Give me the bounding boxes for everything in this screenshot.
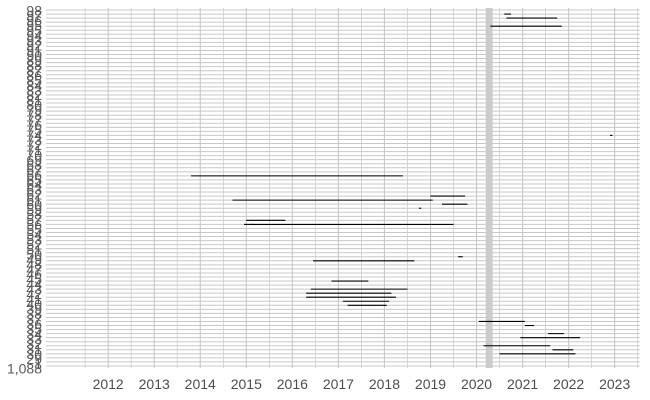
y-tick-label: 50 (26, 246, 42, 262)
y-tick-label: 44 (26, 276, 42, 292)
y-tick-label: 85 (26, 72, 42, 88)
y-tick-label: 79 (26, 102, 42, 118)
y-tick-label: 34 (26, 326, 42, 342)
highlight-band-layer (485, 8, 493, 368)
y-tick-label: 80 (26, 97, 42, 113)
y-tick-label: 71 (26, 142, 42, 158)
x-tick-label: 2013 (139, 376, 170, 392)
y-tick-label: 58 (26, 207, 42, 223)
y-tick-label: 95 (26, 23, 42, 39)
y-tick-label: 59 (26, 202, 42, 218)
y-tick-label: 86 (26, 67, 42, 83)
y-tick-label: 69 (26, 152, 42, 168)
y-tick-label: 83 (26, 82, 42, 98)
y-tick-label: 89 (26, 52, 42, 68)
y-tick-label: 98 (26, 3, 42, 19)
x-tick-label: 2022 (553, 376, 584, 392)
y-tick-label: 51 (26, 241, 42, 257)
x-tick-label: 2021 (507, 376, 538, 392)
y-tick-label: 31 (26, 341, 42, 357)
y-tick-label: 73 (26, 132, 42, 148)
highlight-band (485, 8, 493, 368)
y-tick-label: 96 (26, 13, 42, 29)
y-tick-label: 32 (26, 336, 42, 352)
x-tick-label: 2012 (93, 376, 124, 392)
y-tick-label: 29 (26, 351, 42, 367)
y-tick-label: 95 (26, 18, 42, 34)
y-tick-labels: 9897969595949392919089888786858483828180… (7, 3, 42, 377)
y-tick-label: 64 (26, 177, 42, 193)
y-tick-label: 1 (34, 356, 42, 372)
y-tick-label: 39 (26, 301, 42, 317)
y-tick-label: 67 (26, 162, 42, 178)
y-tick-label: 92 (26, 38, 42, 54)
y-tick-label: 52 (26, 236, 42, 252)
y-tick-label: 70 (26, 147, 42, 163)
y-tick-label: 1,088 (7, 361, 42, 377)
y-tick-label: 74 (26, 127, 42, 143)
y-tick-label: 72 (26, 137, 42, 153)
y-tick-label: 42 (26, 286, 42, 302)
y-tick-label: 78 (26, 107, 42, 123)
y-tick-label: 41 (26, 291, 42, 307)
y-tick-label: 66 (26, 167, 42, 183)
y-tick-label: 36 (26, 316, 42, 332)
y-tick-label: 93 (26, 33, 42, 49)
y-tick-label: 35 (26, 321, 42, 337)
y-tick-label: 90 (26, 47, 42, 63)
y-tick-label: 62 (26, 187, 42, 203)
y-tick-label: 56 (26, 217, 42, 233)
y-tick-label: 47 (26, 261, 42, 277)
y-tick-label: 91 (26, 42, 42, 58)
y-tick-label: 94 (26, 28, 42, 44)
y-tick-label: 57 (26, 212, 42, 228)
y-tick-label: 68 (26, 157, 42, 173)
x-tick-label: 2017 (323, 376, 354, 392)
y-tick-label: 48 (26, 256, 42, 272)
y-tick-label: 43 (26, 281, 42, 297)
y-tick-label: 87 (26, 62, 42, 78)
y-tick-label: 33 (26, 331, 42, 347)
y-tick-label: 97 (26, 8, 42, 24)
y-tick-label: 60 (26, 197, 42, 213)
x-tick-label: 2018 (369, 376, 400, 392)
x-tick-labels: 2012 2013 2014 2015 2016 2017 2018 2019 2020 2021… (93, 376, 631, 392)
y-tick-label: 49 (26, 251, 42, 267)
y-tick-label: 81 (26, 92, 42, 108)
y-tick-label: 63 (26, 182, 42, 198)
x-tick-label: 2019 (415, 376, 446, 392)
y-tick-label: 30 (26, 346, 42, 362)
x-tick-label: 2014 (185, 376, 216, 392)
x-tick-label: 2016 (277, 376, 308, 392)
y-tick-label: 37 (26, 311, 42, 327)
timeline-segments (191, 13, 613, 355)
y-tick-label: 45 (26, 271, 42, 287)
y-tick-label: 53 (26, 231, 42, 247)
y-tick-label: 77 (26, 112, 42, 128)
x-tick-label: 2023 (599, 376, 630, 392)
y-tick-label: 38 (26, 306, 42, 322)
y-tick-label: 55 (26, 221, 42, 237)
y-tick-label: 88 (26, 57, 42, 73)
x-tick-label: 2015 (231, 376, 262, 392)
y-tick-label: 61 (26, 192, 42, 208)
x-tick-label: 2020 (461, 376, 492, 392)
y-tick-label: 46 (26, 266, 42, 282)
y-tick-label: 75 (26, 122, 42, 138)
horizontal-gridlines (46, 9, 640, 367)
y-tick-label: 84 (26, 77, 42, 93)
y-tick-label: 82 (26, 87, 42, 103)
y-tick-label: 76 (26, 117, 42, 133)
y-tick-label: 65 (26, 172, 42, 188)
y-tick-label: 54 (26, 226, 42, 242)
y-tick-label: 40 (26, 296, 42, 312)
